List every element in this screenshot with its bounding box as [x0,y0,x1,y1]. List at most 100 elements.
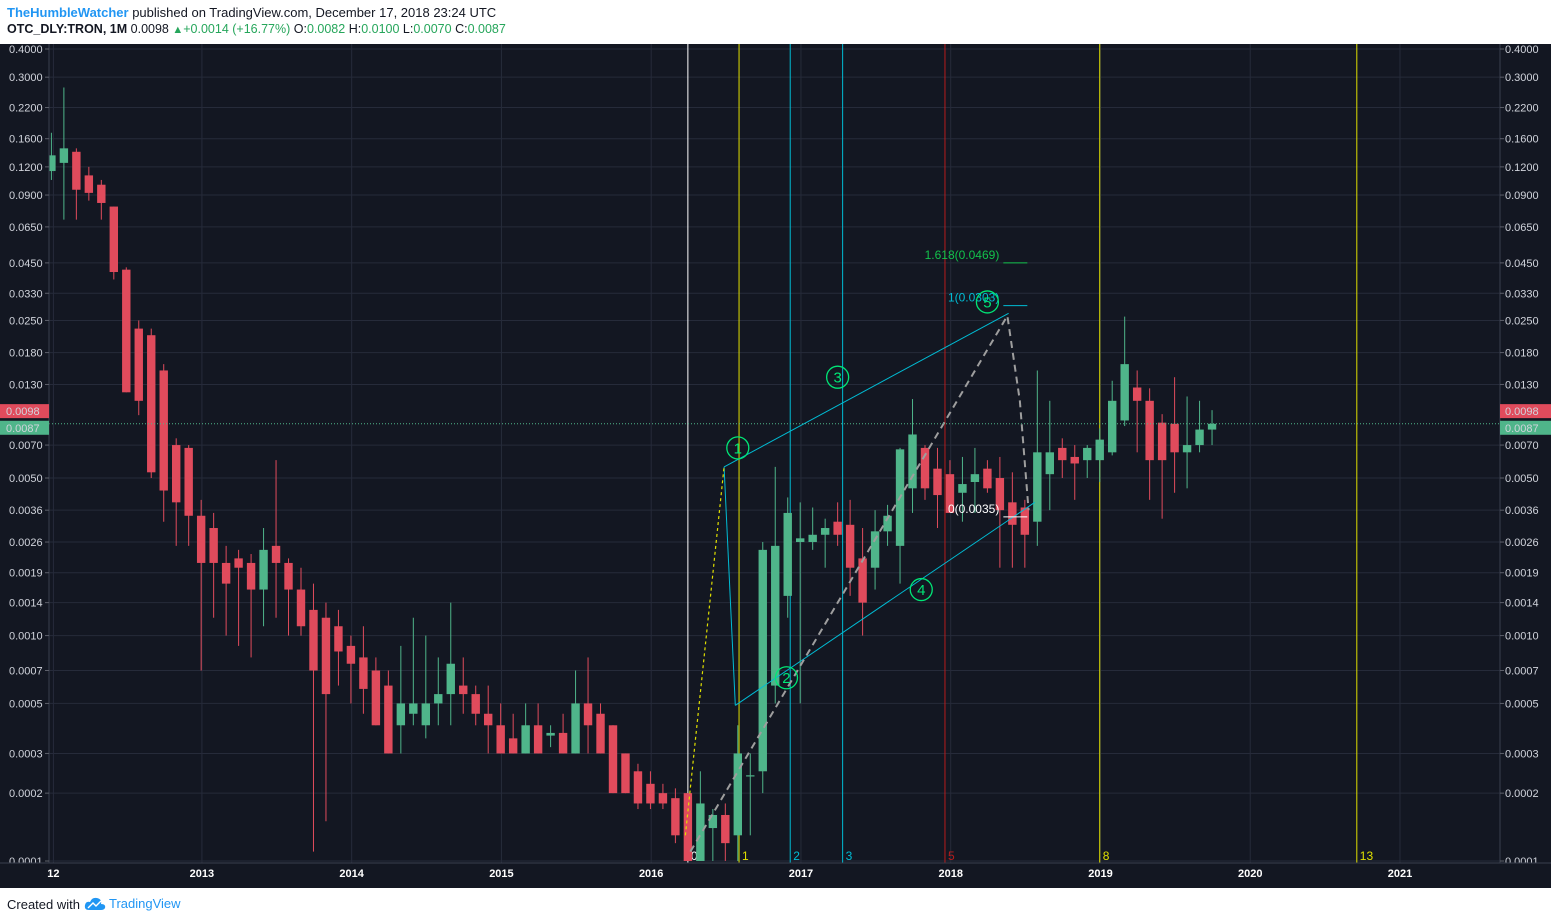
publication-line: TheHumbleWatcher published on TradingVie… [7,5,496,20]
candle-body [371,670,381,726]
candle-body [1083,447,1092,461]
x-tick-label: 2014 [339,868,364,880]
price-tag-right-label: 0.0098 [1505,406,1539,418]
y-tick-label: 0.0010 [9,631,43,643]
candle-body [733,753,742,836]
candle-body [671,798,680,836]
wave-label: 1 [734,440,742,457]
candle-body [484,713,493,726]
wave-circle [774,666,799,690]
price-change: +0.0014 (+16.77%) [183,22,291,36]
candle-body [1070,456,1079,464]
candle-body [546,732,555,736]
candle-body [646,783,655,804]
y-tick-label: 0.0250 [1505,315,1539,327]
symbol-ohlc-line: OTC_DLY:TRON, 1M 0.0098 ▲+0.0014 (+16.77… [7,22,506,36]
y-tick-label: 0.0005 [1505,698,1539,710]
candle-body [870,531,880,568]
candle-body [983,468,992,489]
candle-body [796,538,805,543]
candle-body [234,558,243,568]
x-tick-label: 2018 [938,868,962,880]
candle-series [47,87,1217,861]
open-value: 0.0082 [306,22,346,36]
candle-body [1020,507,1030,535]
fib-level-label: 0(0.0035) [948,502,999,516]
candle-body [196,515,206,563]
candle-body [1145,400,1154,461]
fib-trend-dashed [689,312,1030,853]
y-tick-label: 0.1200 [9,162,43,174]
tradingview-logo[interactable]: TradingView [84,896,181,911]
candle-body [384,685,393,754]
candle-body [683,793,693,861]
time-axis-bg [0,863,1551,888]
right-price-axis[interactable]: 0.4000 0.3000 0.2200 0.1600 0.1200 0.0900 0.06… [1499,44,1551,868]
y-tick-label: 0.0026 [1505,537,1539,549]
y-tick-label: 0.0010 [1505,631,1539,643]
candle-body [147,335,156,473]
y-tick-label: 0.2200 [9,103,43,115]
candle-body [1170,423,1179,453]
y-tick-label: 0.0036 [9,505,43,517]
wave-label: 2 [782,670,790,687]
price-chart[interactable]: 0 1 2 3 5 8 13 1.618(0.0469)1(0.0303)0(0.0035)… [0,44,1551,888]
candle-body [496,725,505,754]
wave-label: 5 [983,294,991,311]
candle-body [321,617,331,695]
author-link[interactable]: TheHumbleWatcher [7,5,129,20]
fib-level-label: 1(0.0303) [948,291,999,305]
y-tick-label: 0.4000 [9,44,43,56]
candle-body [359,657,368,689]
wave-label: 3 [833,370,841,387]
low-label: L: [402,22,414,36]
chart-background [0,44,1551,888]
candle-body [583,703,593,726]
wave-circle [909,577,933,602]
candle-body [1132,387,1142,401]
symbol-label[interactable]: OTC_DLY:TRON, 1M [7,22,128,36]
channel-left-line [723,466,736,706]
candle-body [134,328,143,401]
y-tick-label: 0.0050 [9,473,43,485]
candle-body [396,703,406,726]
candle-body [1058,447,1067,461]
candle-body [721,814,730,844]
x-tick-label: 12 [47,868,59,880]
x-tick-label: 2019 [1088,868,1112,880]
high-label: H: [348,22,362,36]
candle-body [1120,364,1129,421]
candle-body [109,206,118,273]
low-value: 0.0070 [413,22,452,36]
candle-body [608,725,618,794]
candle-body [184,447,193,516]
candle-body [858,558,867,603]
x-tick-label: 2021 [1388,868,1412,880]
y-tick-label: 0.0050 [1505,473,1539,485]
time-zone-label: 3 [846,849,853,863]
candle-body [833,521,842,535]
price-tag-left-label: 0.0098 [6,406,40,418]
left-price-axis[interactable]: 0.4000 0.3000 0.2200 0.1600 0.1200 0.0900 0.06… [0,44,50,868]
x-tick-label: 2013 [190,868,214,880]
time-zone-label: 1 [742,849,749,863]
candle-body [908,434,917,489]
candle-body [808,534,817,543]
candle-body [771,545,780,686]
y-tick-label: 0.1600 [9,134,43,146]
candle-body [758,549,767,772]
candle-body [122,269,131,393]
candle-body [1008,502,1017,525]
wave-circle [825,365,850,389]
y-tick-label: 0.3000 [9,72,43,84]
y-tick-label: 0.0650 [1505,222,1539,234]
channel-lower-line [735,501,1036,706]
time-axis[interactable]: 12 2013 2014 2015 2016 2017 2018 2019 2020 2021 [0,862,1551,888]
y-tick-label: 0.0005 [9,698,43,710]
wave-circle [975,290,1000,314]
y-tick-label: 0.0450 [1505,258,1539,270]
y-tick-label: 0.0007 [1505,665,1539,677]
impulse-leg-dashed [684,466,725,836]
candle-body [84,175,94,193]
candle-body [172,445,181,503]
